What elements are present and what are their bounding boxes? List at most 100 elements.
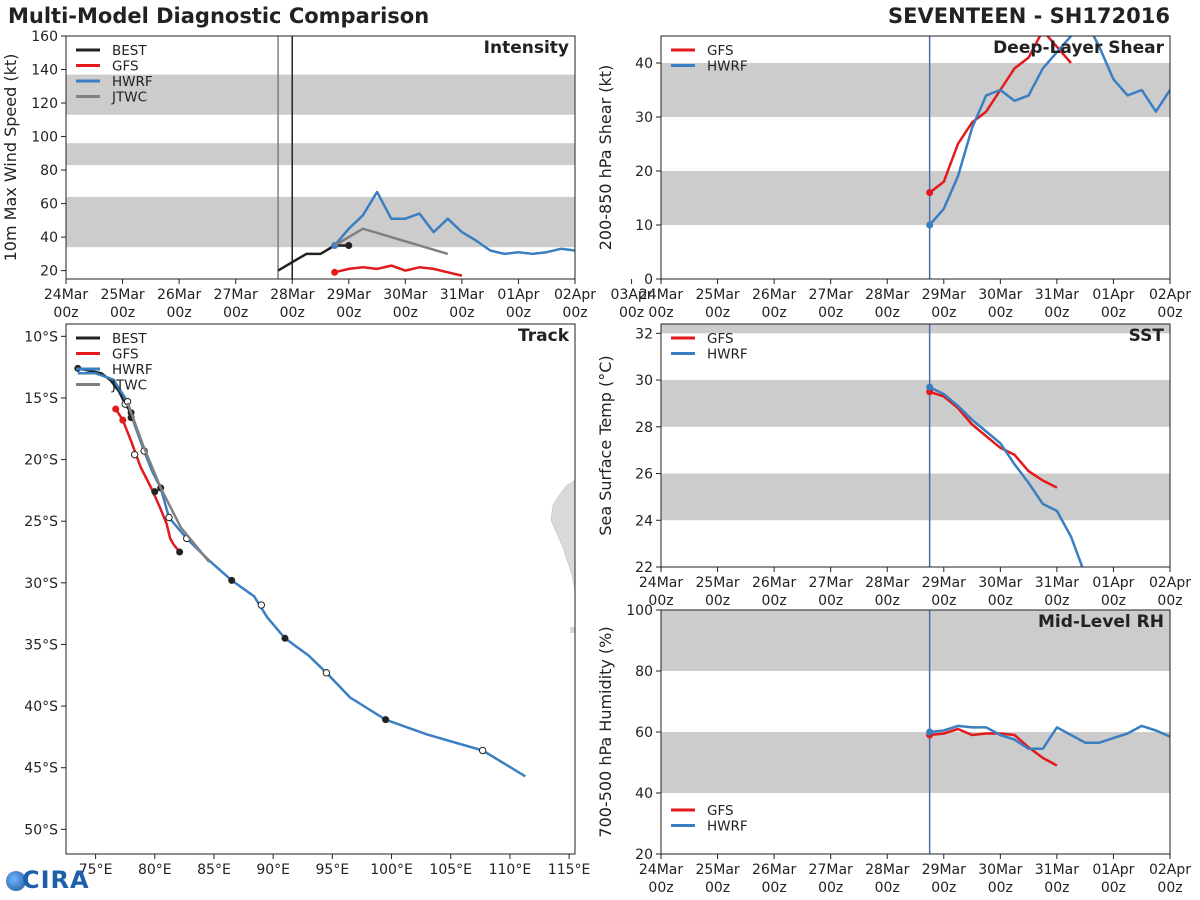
track-point-filled-gfs-1 bbox=[119, 416, 127, 424]
rh-xtick-hour: 00z bbox=[818, 880, 843, 896]
intensity-xtick-hour: 00z bbox=[393, 305, 418, 321]
intensity-band-1 bbox=[66, 143, 575, 166]
shear-xtick-hour: 00z bbox=[648, 305, 673, 321]
shear-series-hwrf bbox=[928, 36, 1170, 226]
track-point-open-hwrf-4 bbox=[257, 601, 266, 609]
rh-legend-label-hwrf: HWRF bbox=[707, 819, 748, 835]
sst-xtick-day: 31Mar bbox=[1035, 575, 1079, 591]
shear-frame bbox=[660, 35, 1171, 280]
intensity-xtick-day: 29Mar bbox=[327, 287, 371, 303]
rh-xtick-hour: 00z bbox=[648, 880, 673, 896]
track-xtick-label: 75°E bbox=[79, 862, 113, 878]
sst-ytick-label: 26 bbox=[635, 467, 653, 483]
rh-ytick-label: 100 bbox=[626, 603, 653, 619]
shear-xtick-hour: 00z bbox=[875, 305, 900, 321]
rh-xtick-day: 02Apr bbox=[1149, 862, 1191, 878]
intensity-xtick-day: 03Apr bbox=[611, 287, 653, 303]
intensity-xtick-hour: 00z bbox=[280, 305, 305, 321]
sst-xtick-day: 30Mar bbox=[978, 575, 1022, 591]
rh-xtick-hour: 00z bbox=[762, 880, 787, 896]
track-point-open-hwrf-6 bbox=[478, 746, 487, 755]
rh-xtick-hour: 00z bbox=[931, 880, 956, 896]
intensity-series-best bbox=[277, 244, 349, 272]
rh-xtick-hour: 00z bbox=[705, 880, 730, 896]
shear-ytick-label: 10 bbox=[635, 218, 653, 234]
sst-ytick-label: 24 bbox=[635, 513, 653, 529]
intensity-frame bbox=[65, 35, 576, 280]
track-ytick-label: 30°S bbox=[24, 576, 58, 592]
track-point-filled-hwrf-2 bbox=[228, 576, 236, 584]
rh-series-gfs bbox=[929, 727, 1058, 767]
cira-logo: CIRA bbox=[6, 866, 90, 894]
shear-xtick-day: 25Mar bbox=[695, 287, 739, 303]
track-ytick-label: 40°S bbox=[24, 699, 58, 715]
intensity-xtick-day: 24Mar bbox=[44, 287, 88, 303]
intensity-ytick-label: 60 bbox=[40, 197, 58, 213]
sst-band-2 bbox=[661, 324, 1170, 334]
track-point-filled-hwrf-4 bbox=[382, 716, 390, 724]
rh-ytick-label: 20 bbox=[635, 847, 653, 863]
rh-legend-label-gfs: GFS bbox=[707, 803, 734, 819]
track-point-filled-gfs-3 bbox=[176, 548, 184, 556]
shear-ytick-label: 0 bbox=[644, 272, 653, 288]
sst-xtick-hour: 00z bbox=[1101, 593, 1126, 609]
intensity-ytick-label: 140 bbox=[31, 63, 58, 79]
sst-band-1 bbox=[661, 380, 1170, 427]
track-series-gfs bbox=[114, 408, 181, 553]
track-ytick-label: 35°S bbox=[24, 637, 58, 653]
intensity-panel: 2040608010012014016024Mar00z25Mar00z26Ma… bbox=[1, 29, 653, 321]
sst-xtick-day: 02Apr bbox=[1149, 575, 1191, 591]
shear-xtick-day: 30Mar bbox=[978, 287, 1022, 303]
sst-xtick-hour: 00z bbox=[818, 593, 843, 609]
shear-xtick-hour: 00z bbox=[705, 305, 730, 321]
shear-xtick-hour: 00z bbox=[988, 305, 1013, 321]
intensity-ytick-label: 120 bbox=[31, 96, 58, 112]
rh-xtick-hour: 00z bbox=[875, 880, 900, 896]
shear-ytick-label: 20 bbox=[635, 164, 653, 180]
shear-ylabel: 200-850 hPa Shear (kt) bbox=[596, 65, 615, 251]
rh-panel: 20 40 60 80 100 24Mar 00z 25Mar 00z 26Mar 00z 27Mar… bbox=[596, 603, 1191, 896]
intensity-title: Intensity bbox=[484, 38, 569, 58]
intensity-xtick-day: 26Mar bbox=[157, 287, 201, 303]
track-xtick-label: 85°E bbox=[197, 862, 231, 878]
intensity-marker-best-0 bbox=[345, 241, 353, 249]
shear-xtick-hour: 00z bbox=[818, 305, 843, 321]
sst-xtick-hour: 00z bbox=[762, 593, 787, 609]
sst-title: SST bbox=[1129, 326, 1165, 346]
sst-band-0 bbox=[661, 473, 1170, 521]
intensity-xtick-hour: 00z bbox=[53, 305, 78, 321]
intensity-xtick-hour: 00z bbox=[167, 305, 192, 321]
sst-xtick-hour: 00z bbox=[988, 593, 1013, 609]
shear-xtick-hour: 00z bbox=[1157, 305, 1182, 321]
rh-xtick-day: 29Mar bbox=[922, 862, 966, 878]
rh-ylabel: 700-500 hPa Humidity (%) bbox=[596, 626, 615, 837]
rh-xtick-hour: 00z bbox=[988, 880, 1013, 896]
intensity-legend-label-hwrf: HWRF bbox=[112, 74, 153, 90]
intensity-xtick-hour: 00z bbox=[506, 305, 531, 321]
shear-xtick-day: 29Mar bbox=[922, 287, 966, 303]
shear-plot-area bbox=[661, 36, 1170, 279]
intensity-legend-label-jtwc: JTWC bbox=[111, 90, 147, 106]
rh-xtick-day: 26Mar bbox=[752, 862, 796, 878]
rh-xtick-day: 30Mar bbox=[978, 862, 1022, 878]
shear-ytick-label: 30 bbox=[635, 110, 653, 126]
sst-xtick-hour: 00z bbox=[931, 593, 956, 609]
sst-panel: 22 24 26 28 30 32 24Mar 00z 25Mar 00z 26Mar 00z 27Ma… bbox=[596, 323, 1191, 609]
rh-xtick-hour: 00z bbox=[1044, 880, 1069, 896]
shear-xtick-hour: 00z bbox=[1101, 305, 1126, 321]
track-frame bbox=[65, 323, 576, 855]
sst-xtick-day: 24Mar bbox=[639, 575, 683, 591]
intensity-xtick-hour: 00z bbox=[110, 305, 135, 321]
shear-xtick-day: 28Mar bbox=[865, 287, 909, 303]
shear-marker-hwrf-0 bbox=[926, 221, 934, 229]
shear-band-0 bbox=[661, 171, 1170, 225]
intensity-band-2 bbox=[66, 74, 575, 115]
shear-marker-gfs-0 bbox=[926, 189, 934, 197]
intensity-legend-label-best: BEST bbox=[112, 43, 147, 59]
intensity-ytick-label: 20 bbox=[40, 264, 58, 280]
land-mass bbox=[550, 479, 575, 591]
rh-xtick-day: 24Mar bbox=[639, 862, 683, 878]
intensity-ytick-label: 160 bbox=[31, 29, 58, 45]
shear-xtick-day: 31Mar bbox=[1035, 287, 1079, 303]
